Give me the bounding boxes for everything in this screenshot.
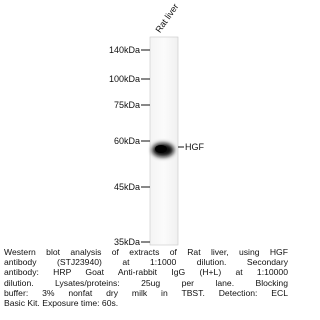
marker-label: 100kDa bbox=[109, 74, 140, 84]
caption-line: buffer: 3% nonfat dry milk in TBST. Dete… bbox=[4, 288, 288, 298]
blot-figure: Rat liver HGF 140kDa 100kDa 75kDa 60kDa 45kD… bbox=[0, 0, 290, 247]
caption-line: antibody (STJ23940) at 1:1000 dilution. … bbox=[4, 257, 288, 267]
marker-label: 35kDa bbox=[114, 237, 140, 247]
lane-label: Rat liver bbox=[153, 2, 180, 35]
caption-line: Basic Kit. Exposure time: 60s. bbox=[4, 298, 288, 308]
caption: Western blot analysis of extracts of Rat… bbox=[4, 247, 288, 308]
marker-label: 45kDa bbox=[114, 182, 140, 192]
blot-lane bbox=[150, 37, 178, 245]
caption-line: dilution. Lysates/proteins: 25ug per lan… bbox=[4, 278, 288, 288]
marker-label: 140kDa bbox=[109, 45, 140, 55]
caption-line: Western blot analysis of extracts of Rat… bbox=[4, 247, 288, 257]
caption-line: antibody: HRP Goat Anti-rabbit IgG (H+L)… bbox=[4, 267, 288, 277]
page: {"lane_label": "Rat liver", "markers": [… bbox=[0, 0, 290, 320]
marker-label: 60kDa bbox=[114, 136, 140, 146]
marker-label: 75kDa bbox=[114, 100, 140, 110]
band-label: HGF bbox=[185, 142, 205, 152]
band-core bbox=[155, 145, 167, 153]
